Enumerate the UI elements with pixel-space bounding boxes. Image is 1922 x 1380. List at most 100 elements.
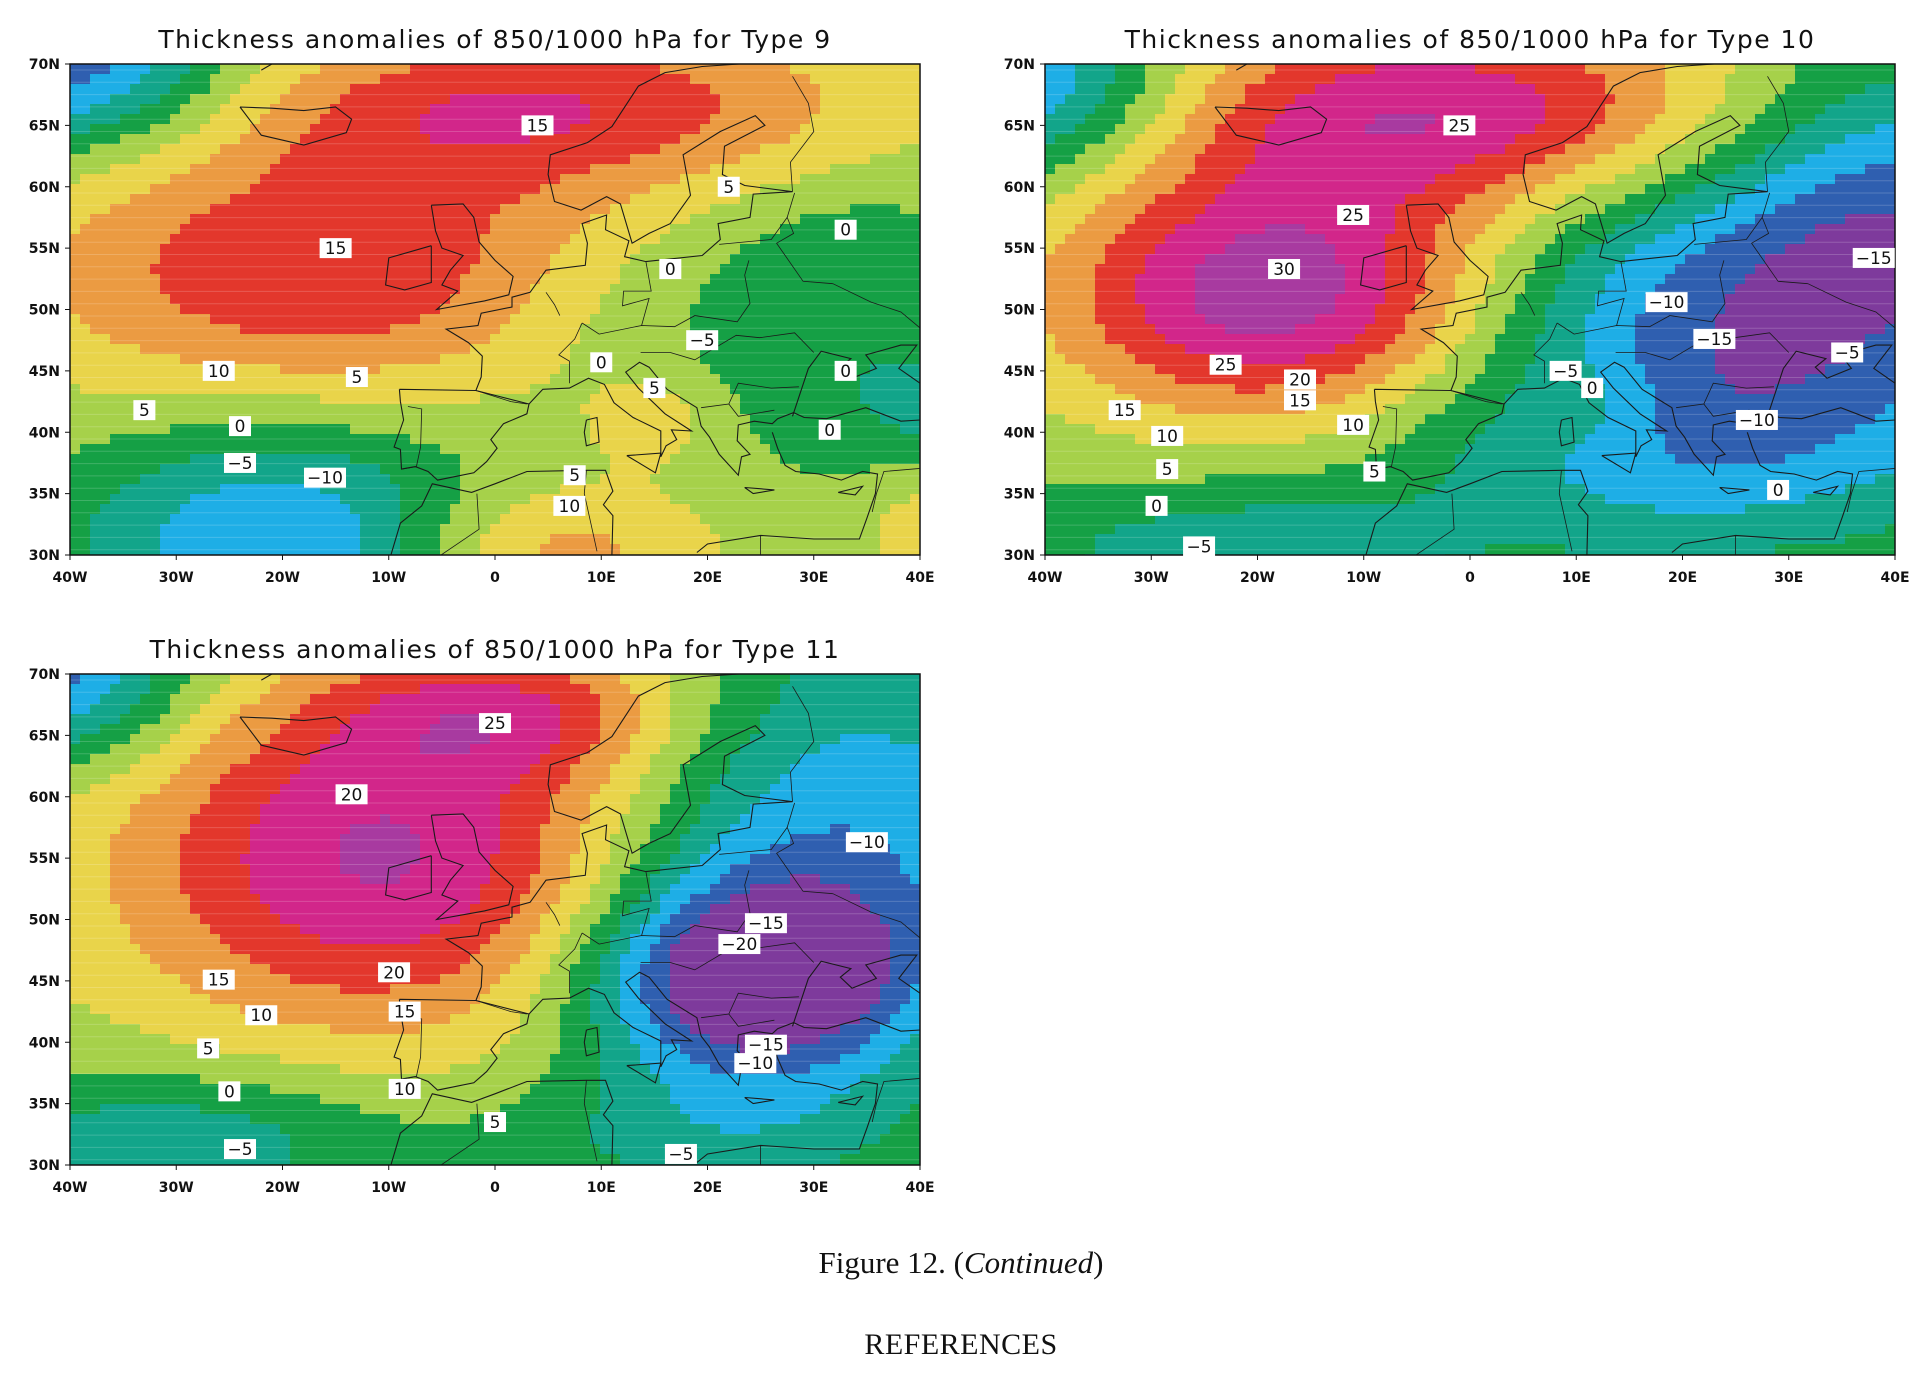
figure-caption-open: ( (953, 1245, 964, 1280)
contour-label-box (590, 352, 613, 373)
contour-label: 5 (351, 368, 362, 388)
contour-label: −15 (1856, 249, 1892, 269)
contour-label-box (484, 1112, 506, 1133)
contour-label: −5 (690, 331, 715, 351)
contour-label: 25 (484, 714, 506, 734)
contour-label-box (1183, 536, 1216, 557)
contour-label: 0 (840, 221, 851, 241)
map-title: Thickness anomalies of 850/1000 hPa for … (149, 635, 841, 664)
contour-label-box (479, 713, 511, 734)
contour-label: 10 (208, 362, 230, 382)
contour-label: 15 (527, 116, 549, 136)
lat-tick-label: 60N (1004, 180, 1035, 196)
contour-label-box (1209, 354, 1242, 375)
contour-label-box (319, 238, 352, 259)
lon-tick-label: 10E (587, 1180, 616, 1196)
map-panel-type10: Thickness anomalies of 850/1000 hPa for … (985, 20, 1915, 605)
contour-label: 15 (394, 1003, 416, 1023)
contour-label-box (834, 360, 857, 381)
lon-tick-label: 20W (265, 1180, 300, 1196)
contour-label-box (335, 784, 368, 805)
lat-tick-label: 65N (29, 728, 60, 744)
lat-tick-label: 60N (29, 180, 60, 196)
lat-tick-label: 50N (29, 913, 60, 929)
lon-tick-label: 40W (1028, 570, 1063, 586)
scan-lines (70, 679, 920, 1161)
contour-label: 10 (250, 1006, 272, 1026)
contour-label-box (718, 934, 761, 955)
contour-label: 0 (1587, 379, 1598, 399)
contour-label-box (744, 913, 787, 934)
country-borders (401, 76, 920, 555)
contour-label: −5 (1553, 362, 1578, 382)
coastlines (1214, 64, 1895, 555)
contour-label: 0 (824, 421, 835, 441)
contour-label: −5 (668, 1145, 693, 1165)
contour-label-box (659, 258, 682, 279)
contour-label-box (744, 1034, 787, 1055)
lat-tick-label: 55N (1004, 241, 1035, 257)
lat-tick-label: 40N (29, 1035, 60, 1051)
scan-lines (70, 69, 920, 551)
contour-label: −10 (1649, 293, 1685, 313)
figure-caption-continued: Continued (964, 1245, 1094, 1280)
contour-label-box (1108, 400, 1141, 421)
lon-tick-label: 20W (265, 570, 300, 586)
lat-tick-label: 35N (1004, 487, 1035, 503)
lon-tick-label: 10W (1346, 570, 1381, 586)
contour-label-box (1852, 247, 1895, 268)
contour-label-box (1145, 495, 1168, 516)
thickness-anomaly-map-type11: Thickness anomalies of 850/1000 hPa for … (29, 635, 935, 1196)
lon-tick-label: 0 (1465, 570, 1475, 586)
contour-label: −5 (227, 1140, 252, 1160)
lat-tick-label: 35N (29, 1097, 60, 1113)
contour-label: 20 (341, 785, 363, 805)
coastlines (239, 64, 920, 555)
contour-label-box (224, 452, 256, 473)
lat-tick-label: 40N (1004, 425, 1035, 441)
map-title: Thickness anomalies of 850/1000 hPa for … (157, 25, 831, 54)
contour-label-box (202, 969, 235, 990)
thickness-anomaly-map-type10: Thickness anomalies of 850/1000 hPa for … (1004, 25, 1910, 586)
lat-tick-label: 30N (1004, 548, 1035, 564)
contour-label: 10 (559, 497, 581, 517)
lat-tick-label: 65N (1004, 118, 1035, 134)
lon-tick-label: 10W (371, 570, 406, 586)
lon-tick-label: 10E (587, 570, 616, 586)
lon-tick-label: 20E (693, 1180, 722, 1196)
contour-label: 5 (139, 401, 150, 421)
contour-label-box (717, 176, 740, 197)
lat-tick-label: 35N (29, 487, 60, 503)
lon-tick-label: 40E (905, 1180, 934, 1196)
contour-label-box (245, 1005, 278, 1026)
contour-label: −5 (227, 454, 252, 474)
lat-tick-label: 65N (29, 118, 60, 134)
contour-label: 25 (1449, 116, 1471, 136)
lon-tick-label: 10W (371, 1180, 406, 1196)
contour-label-box (1549, 360, 1582, 381)
contour-label: −10 (307, 469, 343, 489)
contour-label: −10 (1739, 411, 1775, 431)
lon-tick-label: 0 (490, 570, 500, 586)
lon-tick-label: 40W (53, 1180, 88, 1196)
contour-label-box (834, 219, 857, 240)
lon-tick-label: 30W (159, 570, 194, 586)
contour-label-box (643, 378, 666, 399)
lon-tick-label: 20W (1240, 570, 1275, 586)
contour-label: −5 (1835, 343, 1860, 363)
figure-caption-close: ) (1093, 1245, 1104, 1280)
contour-label-box (197, 1038, 220, 1059)
contour-label-box (563, 465, 586, 486)
contour-label: −5 (1187, 537, 1212, 557)
lon-tick-label: 40W (53, 570, 88, 586)
contour-label: 5 (649, 379, 660, 399)
lon-tick-label: 10E (1562, 570, 1591, 586)
contour-label-box (845, 832, 888, 853)
lat-tick-label: 45N (1004, 364, 1035, 380)
contour-label-box (1337, 204, 1370, 225)
contour-label-box (388, 1078, 421, 1099)
filled-contours (1045, 64, 1895, 555)
contour-label: 0 (1151, 497, 1162, 517)
lat-tick-label: 70N (29, 57, 60, 73)
